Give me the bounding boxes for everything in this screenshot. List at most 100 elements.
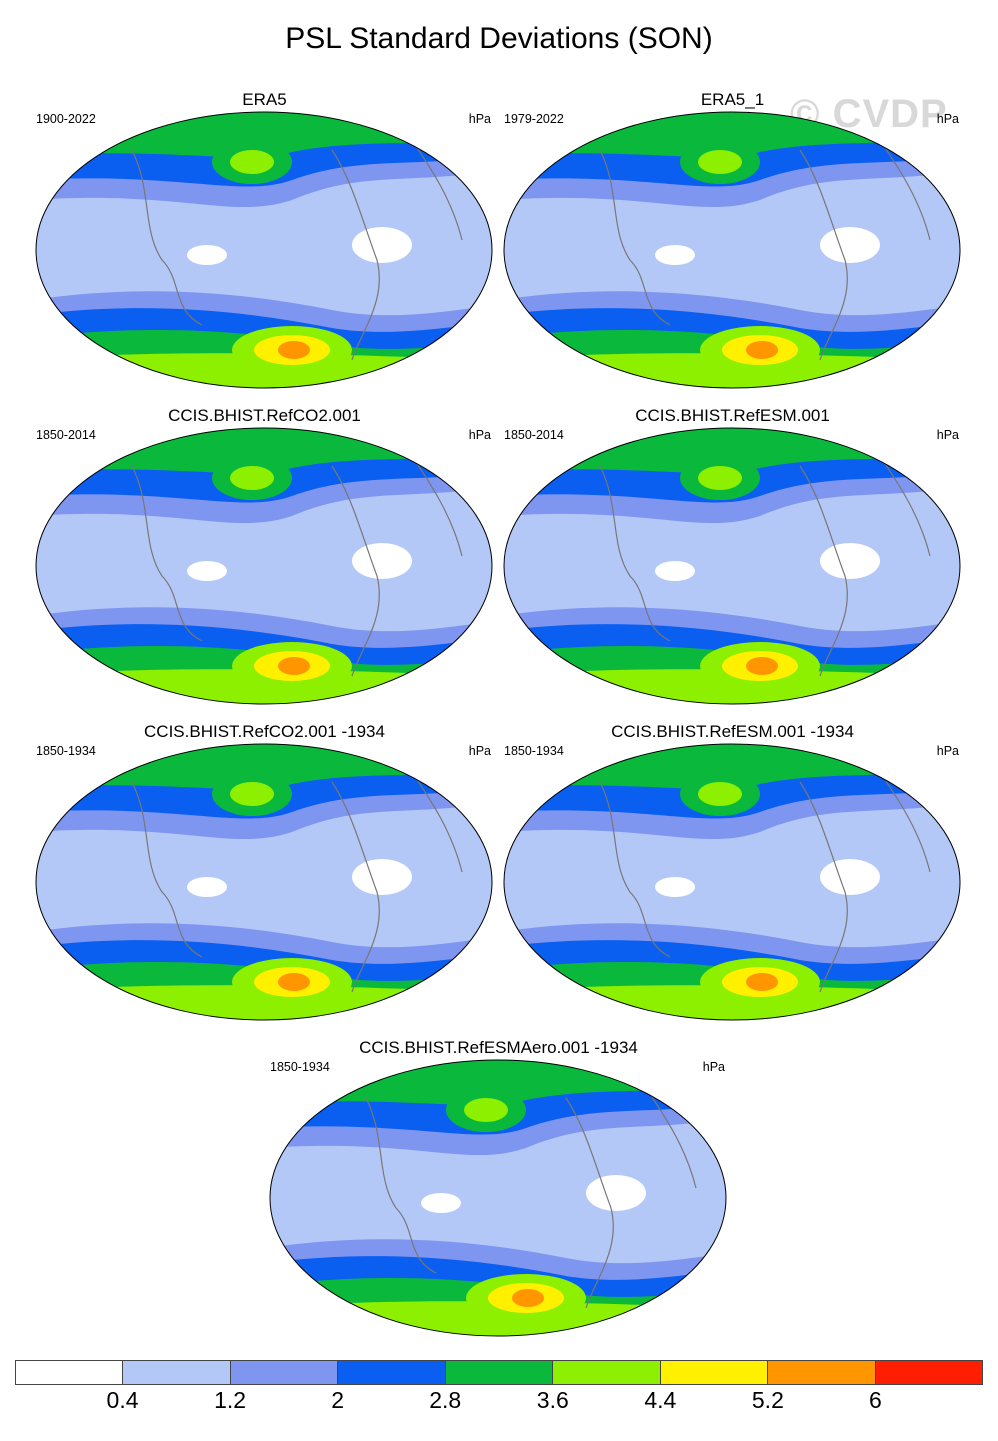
panel-unit: hPa [468,744,491,758]
field-south-pacific-core [512,1289,544,1307]
map-border [35,743,493,1021]
colorbar-tick-label: 3.6 [536,1387,569,1413]
map-panel-refco2: CCIS.BHIST.RefCO2.001 1850-2014 hPa [32,406,497,706]
field-south-pacific-core [278,341,310,359]
panel-title: CCIS.BHIST.RefESM.001 [635,406,830,425]
panel-unit: hPa [702,1060,725,1074]
coastline-americas [799,465,848,677]
field-north-pacific-core [230,150,274,174]
psl-stddev-map [503,427,961,705]
colorbar-box [875,1361,982,1384]
field-tropical-low [187,561,227,581]
psl-stddev-map [35,427,493,705]
coastline-asia-australia [131,465,203,642]
coastline-americas [331,465,380,677]
colorbar-tick-label: 1.2 [214,1387,247,1413]
field-north-pacific-core [698,782,742,806]
map-panel-refco2-1934: CCIS.BHIST.RefCO2.001 -1934 1850-1934 hP… [32,722,497,1022]
coastline-americas [799,149,848,361]
map-border [35,427,493,705]
map-field [36,744,492,1020]
field-south-pacific-core [746,973,778,991]
field-tropical-low [820,543,880,579]
map-panel-era5-1: ERA5_1 1979-2022 hPa [500,90,965,390]
coastline-asia-australia [131,149,203,326]
colorbar-box [123,1361,231,1384]
field-south-pacific-core [278,973,310,991]
colorbar-box [230,1361,339,1384]
colorbar-tick-label: 2 [331,1387,345,1413]
map-field [36,428,492,704]
coastline-asia-australia [599,465,671,642]
panel-unit: hPa [936,112,959,126]
panel-unit: hPa [468,428,491,442]
panel-period: 1979-2022 [504,112,564,126]
field-tropical-low [352,227,412,263]
panel-unit: hPa [468,112,491,126]
coastline-asia-australia [365,1097,437,1274]
colorbar-box [660,1361,769,1384]
panel-period: 1850-1934 [504,744,564,758]
map-field [504,428,960,704]
panel-unit: hPa [936,744,959,758]
map-panel-refesm: CCIS.BHIST.RefESM.001 1850-2014 hPa [500,406,965,706]
panel-period: 1850-1934 [36,744,96,758]
colorbar-tick-label: 2.8 [429,1387,462,1413]
coastline-asia-australia [599,781,671,958]
coastline-atlantic [879,139,931,241]
coastline-asia-australia [599,149,671,326]
psl-stddev-map [35,743,493,1021]
coastline-americas [331,781,380,993]
colorbar-tick-label: 0.4 [106,1387,139,1413]
panel-title: ERA5_1 [700,90,765,109]
field-tropical-low [352,859,412,895]
field-north-pacific-core [464,1098,508,1122]
panel-title: CCIS.BHIST.RefESMAero.001 -1934 [359,1038,638,1057]
panel-unit: hPa [936,428,959,442]
field-tropical-low [586,1175,646,1211]
coastline-asia-australia [131,781,203,958]
field-north-pacific-core [230,782,274,806]
coastline-atlantic [879,455,931,557]
colorbar-box [338,1361,446,1384]
field-south-pacific-core [746,657,778,675]
field-tropical-low [655,245,695,265]
field-tropical-low [820,859,880,895]
map-field [270,1060,726,1336]
map-border [35,111,493,389]
panel-period: 1900-2022 [36,112,96,126]
field-tropical-low [352,543,412,579]
map-panel-refesmaero-1934: CCIS.BHIST.RefESMAero.001 -1934 1850-193… [266,1038,731,1338]
colorbar-tick-label: 4.4 [644,1387,677,1413]
colorbar-tick-label: 6 [869,1387,882,1413]
coastline-atlantic [645,1087,697,1189]
panel-title: ERA5 [242,90,287,109]
coastline-atlantic [411,771,463,873]
map-panel-era5: ERA5 1900-2022 hPa [32,90,497,390]
psl-stddev-map [503,111,961,389]
psl-stddev-map [269,1059,727,1337]
panel-period: 1850-1934 [270,1060,330,1074]
field-tropical-low [820,227,880,263]
figure-title: PSL Standard Deviations (SON) [285,22,713,55]
field-tropical-low [187,245,227,265]
colorbar-box [553,1361,661,1384]
map-border [269,1059,727,1337]
map-panel-refesm-1934: CCIS.BHIST.RefESM.001 -1934 1850-1934 hP… [500,722,965,1022]
coastline-americas [565,1097,614,1309]
map-field [36,112,492,388]
field-tropical-low [421,1193,461,1213]
map-border [503,111,961,389]
panel-title: CCIS.BHIST.RefCO2.001 [168,406,361,425]
panel-title: CCIS.BHIST.RefCO2.001 -1934 [144,722,385,741]
field-south-pacific-core [278,657,310,675]
map-border [503,743,961,1021]
colorbar-box [768,1361,876,1384]
map-border [503,427,961,705]
map-field [504,112,960,388]
field-north-pacific-core [230,466,274,490]
panel-period: 1850-2014 [504,428,564,442]
map-field [504,744,960,1020]
field-tropical-low [655,561,695,581]
psl-stddev-map [503,743,961,1021]
